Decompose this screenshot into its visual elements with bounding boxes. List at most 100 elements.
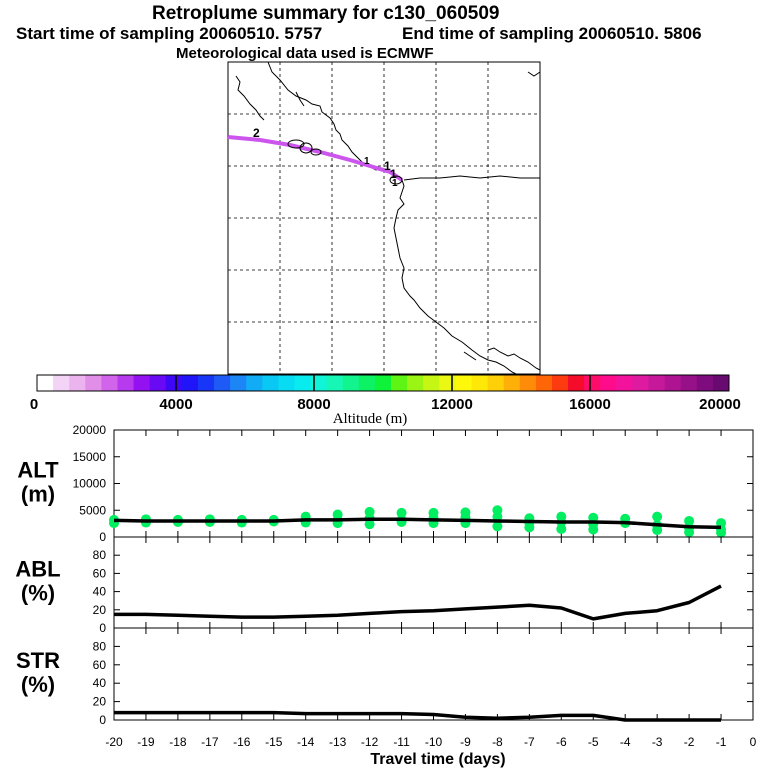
y-tick-label: 80: [93, 548, 107, 562]
colorbar-tick-label: 0: [30, 396, 38, 413]
colorbar-cell: [262, 375, 279, 391]
colorbar-cell: [455, 375, 473, 391]
release-label: 1: [390, 167, 397, 181]
colorbar-cells: [37, 375, 730, 391]
colorbar-cell: [664, 375, 682, 391]
colorbar-cell: [294, 375, 312, 391]
panel-alt: 20000 15000 10000 5000 0 ALT(m): [17, 423, 754, 544]
scatter-point: [364, 519, 375, 530]
colorbar-cell: [85, 375, 102, 391]
met-data-label: Meteorological data used is ECMWF: [176, 45, 434, 62]
colorbar-cell: [487, 375, 505, 391]
series-line: [114, 584, 722, 621]
x-tick-label: -18: [169, 735, 187, 749]
chart-title: Retroplume summary for c130_060509: [152, 3, 500, 24]
y-tick-label: 5000: [79, 503, 106, 517]
y-tick-label: 0: [99, 530, 106, 544]
colorbar-cell: [197, 375, 215, 391]
x-tick-label: -6: [556, 735, 567, 749]
y-axis-label: ALT: [17, 458, 59, 483]
scatter-point: [652, 525, 663, 536]
coastline: [235, 61, 541, 375]
colorbar-cell: [712, 375, 730, 391]
series-line: [113, 517, 722, 530]
trajectory-path: [227, 135, 404, 182]
x-tick-label: -11: [393, 735, 410, 749]
colorbar-cell: [310, 375, 328, 391]
panel-abl: 80 60 40 20 0 ABL(%): [15, 536, 754, 635]
colorbar-cell: [246, 375, 263, 391]
x-tick-label: 0: [750, 735, 757, 749]
scatter-point: [652, 511, 663, 522]
scatter-point: [556, 523, 567, 534]
colorbar-cell: [423, 375, 440, 391]
x-tick-label: -15: [265, 735, 283, 749]
colorbar-cell: [632, 375, 650, 391]
y-tick-label: 15000: [73, 450, 107, 464]
y-tick-label: 10000: [73, 477, 107, 491]
y-tick-label: 40: [93, 676, 107, 690]
map-grid: [228, 62, 540, 374]
x-tick-label: -3: [652, 735, 663, 749]
colorbar: 0 4000 8000 12000 16000 20000 Altitude (…: [30, 374, 741, 427]
y-tick-label: 60: [93, 566, 107, 580]
colorbar-cell: [165, 375, 183, 391]
release-label: 1: [364, 156, 370, 167]
y-tick-label: 20: [93, 695, 107, 709]
scatter-point: [492, 511, 503, 522]
x-tick-label: -2: [684, 735, 695, 749]
colorbar-cell: [519, 375, 537, 391]
colorbar-cell: [391, 375, 408, 391]
trajectory-marker: [299, 142, 313, 154]
trajectory-marker: [389, 175, 403, 185]
colorbar-cell: [600, 375, 617, 391]
colorbar-cell: [149, 375, 167, 391]
scatter-point: [492, 521, 503, 532]
colorbar-tick-label: 12000: [431, 396, 473, 413]
colorbar-cell: [133, 375, 151, 391]
y-tick-label: 80: [93, 639, 107, 653]
x-tick-label: -20: [105, 735, 123, 749]
y-axis-label: STR: [16, 648, 60, 673]
x-tick-label: -4: [620, 735, 631, 749]
colorbar-cell: [358, 375, 376, 391]
release-label: 1: [384, 159, 391, 173]
scatter-point: [684, 515, 695, 526]
y-axis-label: (m): [21, 482, 55, 507]
colorbar-cell: [37, 375, 54, 391]
release-label: 1: [392, 178, 398, 189]
trajectory-label: 2: [253, 126, 260, 140]
y-axis-label: ABL: [15, 557, 60, 582]
y-axis-label: (%): [21, 672, 55, 697]
scatter-point: [684, 527, 695, 538]
x-tick-label: -5: [588, 735, 599, 749]
colorbar-cell: [584, 375, 601, 391]
colorbar-axis-label: Altitude (m): [333, 411, 408, 427]
x-tick-label: -14: [297, 735, 315, 749]
trajectory-marker: [287, 139, 305, 149]
map-panel: 2 1 1 1 1: [227, 61, 541, 375]
end-time-label: End time of sampling 20060510. 5806: [402, 24, 702, 43]
colorbar-dividers: [175, 375, 591, 391]
y-axis-label: (%): [21, 581, 55, 606]
panel-frame: [113, 627, 754, 721]
y-tick-label: 0: [99, 713, 106, 727]
series-line: [114, 710, 721, 722]
y-tick-label: 20: [93, 603, 107, 617]
trajectory-marker: [310, 148, 322, 156]
trajectory: 2 1 1 1 1: [227, 126, 404, 189]
colorbar-cell: [568, 375, 585, 391]
colorbar-cell: [69, 375, 86, 391]
colorbar-cell: [117, 375, 135, 391]
colorbar-cell: [471, 375, 489, 391]
colorbar-cell: [407, 375, 424, 391]
colorbar-cell: [374, 375, 392, 391]
colorbar-cell: [342, 375, 360, 391]
scatter-point: [588, 524, 599, 535]
y-tick-label: 0: [99, 621, 106, 635]
scatter-point: [396, 507, 407, 518]
colorbar-cell: [503, 375, 521, 391]
colorbar-cell: [551, 375, 569, 391]
colorbar-cell: [616, 375, 633, 391]
